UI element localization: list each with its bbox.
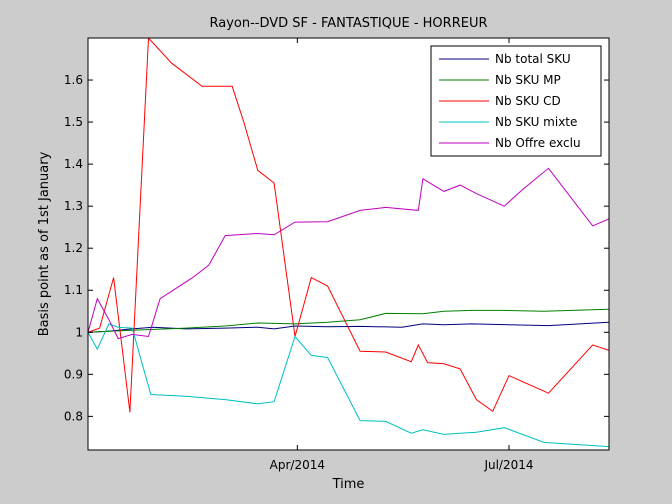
legend-label-nb-sku-mixte: Nb SKU mixte	[495, 115, 577, 129]
x-axis-label: Time	[332, 477, 365, 492]
y-tick-label: 1	[75, 325, 83, 339]
x-axis: Apr/2014 Jul/2014	[270, 38, 534, 472]
y-tick-label: 1.1	[64, 283, 83, 297]
y-tick-label: 1.2	[64, 241, 83, 255]
plot-frame	[87, 37, 610, 451]
chart-title: Rayon--DVD SF - FANTASTIQUE - HORREUR	[210, 16, 488, 31]
y-tick-label: 1.3	[64, 199, 83, 213]
series-layer	[88, 38, 609, 448]
series-line-nb-sku-mp	[88, 308, 609, 333]
y-tick-label: 1.4	[64, 157, 83, 171]
y-axis: 0.8 0.9 1 1.1 1.2 1.3 1.4 1.5 1.6	[64, 73, 609, 423]
legend-label-nb-sku-cd: Nb SKU CD	[495, 94, 561, 108]
y-tick-label: 1.6	[64, 73, 83, 87]
y-axis-label: Basis point as of 1st January	[37, 151, 52, 336]
legend-label-nb-offre-exclu: Nb Offre exclu	[495, 136, 581, 150]
legend-label-nb-total-sku: Nb total SKU	[495, 52, 571, 66]
series-line-nb-sku-mixte	[88, 323, 609, 448]
y-tick-label: 0.8	[64, 409, 83, 423]
legend: Nb total SKU Nb SKU MP Nb SKU CD Nb SKU mix…	[430, 45, 602, 157]
series-line-nb-offre-exclu	[88, 167, 609, 340]
y-tick-label: 0.9	[64, 367, 83, 381]
y-tick-label: 1.5	[64, 115, 83, 129]
series-line-nb-sku-cd	[88, 38, 609, 413]
x-tick-label: Apr/2014	[270, 458, 325, 472]
legend-label-nb-sku-mp: Nb SKU MP	[495, 73, 561, 87]
x-tick-label: Jul/2014	[483, 458, 533, 472]
